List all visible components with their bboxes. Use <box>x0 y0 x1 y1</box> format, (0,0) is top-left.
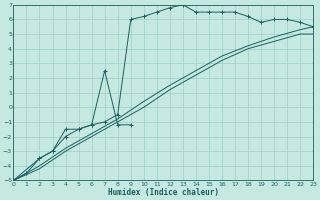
X-axis label: Humidex (Indice chaleur): Humidex (Indice chaleur) <box>108 188 219 197</box>
